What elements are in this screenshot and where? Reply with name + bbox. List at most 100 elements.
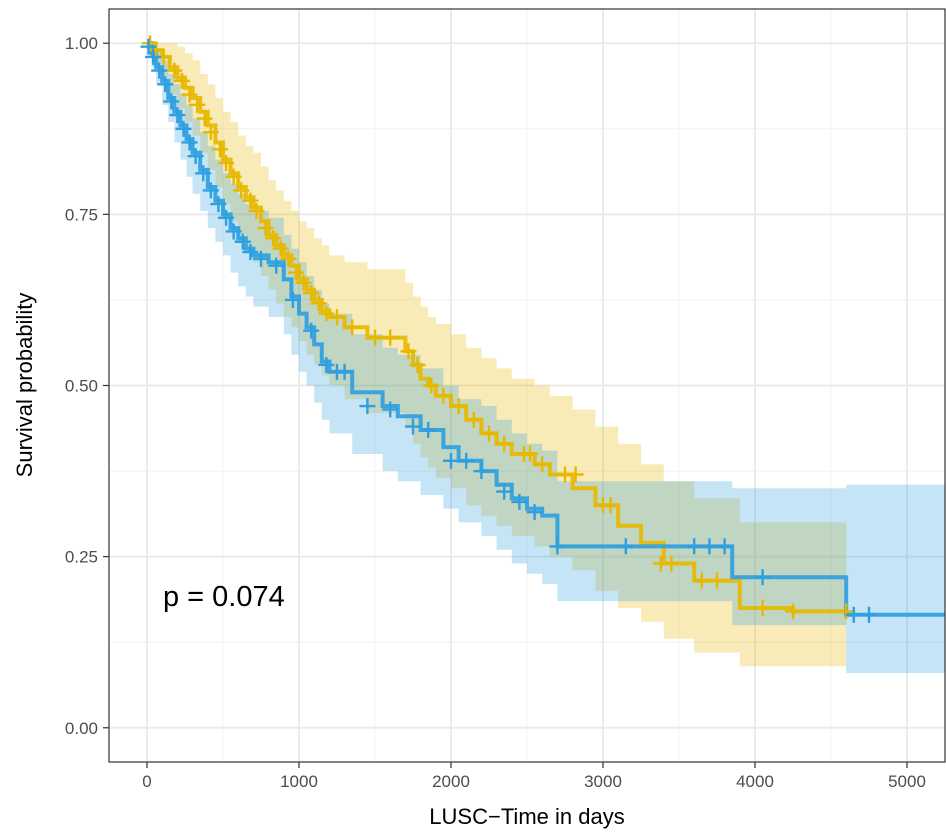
censor-mark (754, 569, 771, 586)
censor-mark (242, 192, 259, 209)
censor-mark (233, 182, 250, 199)
censor-mark (318, 356, 335, 373)
censor-mark (602, 497, 619, 514)
survival-curve-2 (147, 41, 945, 617)
censor-mark (218, 155, 235, 172)
censor-mark (336, 363, 353, 380)
censor-mark (248, 202, 265, 219)
censor-mark (157, 76, 174, 93)
censor-mark (549, 538, 566, 555)
censor-mark (187, 148, 204, 165)
censor-mark (265, 230, 282, 247)
x-tick-label: 5000 (888, 772, 926, 791)
censor-mark (140, 38, 157, 55)
censor-mark (400, 343, 417, 360)
censor-mark (287, 264, 304, 281)
censor-mark (465, 411, 482, 428)
censor-mark (838, 603, 855, 620)
censor-mark (210, 196, 227, 213)
x-tick-label: 4000 (736, 772, 774, 791)
confidence-ribbon-2 (147, 43, 945, 673)
censor-mark (175, 120, 192, 137)
censor-mark (257, 220, 274, 237)
major-gridlines (109, 9, 945, 762)
censor-mark (242, 244, 259, 261)
y-axis: 0.00 0.25 0.50 0.75 1.00 (65, 34, 109, 738)
censor-mark (716, 538, 733, 555)
censor-mark (405, 418, 421, 435)
censor-mark (151, 62, 168, 79)
censor-mark (148, 42, 165, 59)
censor-mark (303, 285, 320, 302)
censor-mark (163, 93, 180, 110)
censor-mark (166, 62, 183, 79)
censor-mark (329, 309, 345, 326)
censor-mark (526, 504, 543, 521)
y-tick-label: 0.25 (65, 548, 98, 567)
censor-mark (382, 329, 399, 346)
censor-mark (234, 233, 251, 250)
censor-mark (861, 606, 877, 623)
y-tick-label: 1.00 (65, 34, 98, 53)
confidence-ribbon-1 (147, 43, 847, 667)
censor-mark (443, 452, 459, 469)
censor-mark (359, 398, 376, 415)
censor-mark (511, 493, 528, 510)
censor-mark (617, 538, 634, 555)
censor-mark (423, 377, 440, 394)
censor-mark (173, 72, 190, 89)
censor-mark (534, 456, 551, 473)
censor-mark (693, 572, 710, 589)
censor-mark (481, 425, 497, 442)
censor-mark (420, 421, 437, 438)
censor-mark (189, 96, 206, 113)
censor-mark (225, 168, 242, 185)
censor-mark (211, 141, 228, 158)
censor-mark (567, 466, 584, 483)
censor-mark (845, 606, 862, 623)
censor-mark (196, 110, 213, 127)
censor-mark (310, 295, 327, 312)
censor-mark (225, 223, 242, 240)
censor-mark (253, 250, 269, 267)
y-tick-label: 0.50 (65, 377, 98, 396)
censor-mark (218, 209, 235, 226)
censor-mark (785, 603, 801, 620)
censor-mark (195, 165, 212, 182)
censor-mark (496, 483, 513, 500)
censor-mark (450, 398, 467, 415)
censor-mark (268, 257, 285, 274)
p-value-annotation: p = 0.074 (163, 581, 285, 613)
censor-mark (382, 401, 399, 418)
censor-mark (181, 86, 198, 103)
censor-mark (272, 240, 289, 257)
censor-mark (709, 572, 725, 589)
censor-mark (318, 305, 335, 322)
x-tick-label: 1000 (280, 772, 318, 791)
censor-mark (663, 555, 680, 572)
censor-mark (496, 435, 513, 452)
censor-mark (409, 356, 426, 373)
censor-mark (701, 538, 718, 555)
censor-mark (522, 445, 539, 462)
censor-mark (280, 250, 297, 267)
censor-marks (140, 35, 877, 623)
y-tick-label: 0.75 (65, 205, 98, 224)
x-tick-label: 2000 (432, 772, 470, 791)
y-tick-label: 0.00 (65, 719, 98, 738)
censor-mark (284, 291, 301, 308)
censor-mark (367, 329, 383, 346)
censor-mark (202, 182, 219, 199)
censor-mark (169, 107, 186, 124)
x-axis-title: LUSC−Time in days (429, 804, 624, 829)
x-axis: 0 1000 2000 3000 4000 5000 (142, 762, 926, 791)
censor-mark (181, 134, 198, 151)
censor-mark (754, 599, 771, 616)
censor-mark (473, 463, 490, 480)
x-tick-label: 0 (142, 772, 151, 791)
x-tick-label: 3000 (584, 772, 622, 791)
censor-mark (295, 274, 312, 291)
censor-mark (686, 538, 703, 555)
confidence-ribbons (147, 43, 945, 673)
